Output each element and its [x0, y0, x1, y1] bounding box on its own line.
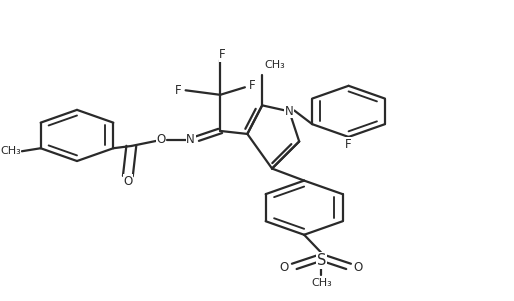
Text: F: F [249, 79, 255, 92]
Text: CH₃: CH₃ [0, 146, 21, 156]
Text: F: F [345, 138, 352, 151]
Text: O: O [156, 133, 166, 147]
Text: O: O [123, 175, 133, 188]
Text: CH₃: CH₃ [265, 60, 285, 70]
Text: N: N [186, 133, 195, 147]
Text: O: O [280, 261, 289, 275]
Text: N: N [285, 105, 293, 118]
Text: S: S [317, 253, 326, 268]
Text: F: F [219, 48, 226, 61]
Text: F: F [175, 84, 181, 97]
Text: CH₃: CH₃ [311, 278, 332, 288]
Text: O: O [354, 261, 363, 275]
